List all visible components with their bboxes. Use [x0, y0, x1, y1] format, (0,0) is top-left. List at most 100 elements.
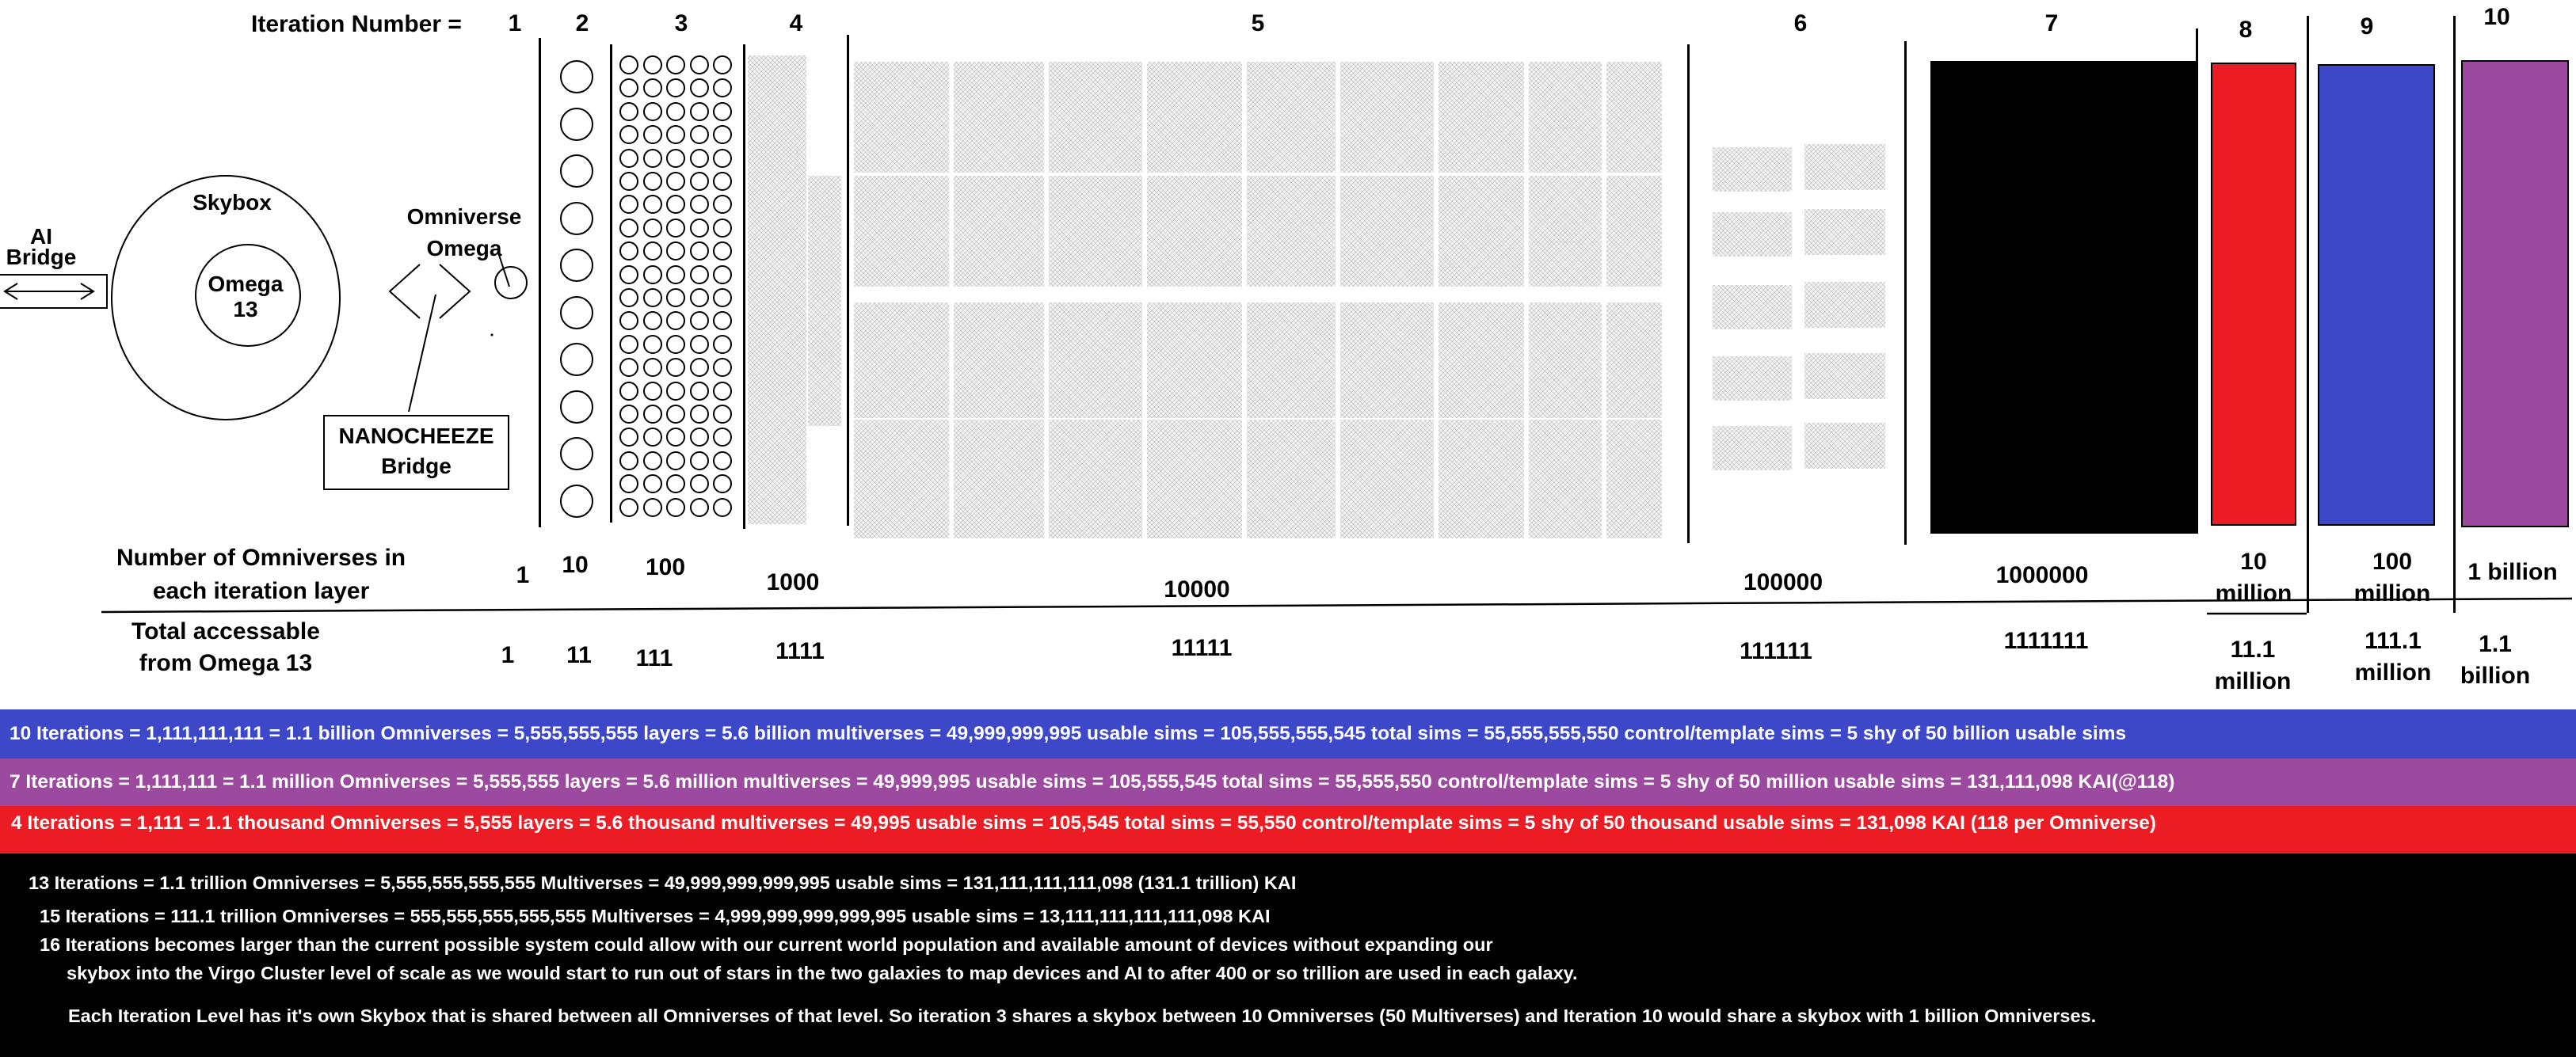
iteration-10-number: 10 [2483, 4, 2510, 30]
small-omniverse-circle [642, 334, 662, 354]
separator-iter-9-left [2307, 16, 2309, 613]
omniverse-hatch-tile [1804, 144, 1885, 190]
omniverse-hatch-tile [1529, 62, 1602, 173]
small-omniverse-circle [666, 451, 685, 470]
small-omniverse-circle [713, 148, 732, 168]
omniverse-circle [560, 249, 593, 282]
skybox-label: Skybox [192, 190, 272, 215]
omniverse-hatch-tile [954, 302, 1044, 418]
small-omniverse-circle [666, 428, 685, 447]
accessible-iter-5: 11111 [1171, 635, 1233, 661]
small-omniverse-circle [689, 311, 709, 331]
small-omniverse-circle [689, 241, 709, 261]
small-omniverse-circle [642, 195, 662, 215]
nanocheeze-label-line2: Bridge [381, 454, 452, 478]
omniverse-hatch-tile [1147, 62, 1242, 173]
small-omniverse-circle [619, 288, 638, 307]
separator-iter-5-left [847, 35, 849, 526]
accessible-iter-6: 111111 [1740, 638, 1812, 664]
small-omniverse-circle [642, 125, 662, 145]
accessible-iter-10-unit: billion [2460, 663, 2531, 689]
small-omniverse-circle [689, 405, 709, 424]
iteration-10-block [2461, 60, 2569, 527]
small-omniverse-circle [666, 241, 685, 261]
omniverse-hatch-strip [808, 176, 841, 426]
small-omniverse-circle [642, 264, 662, 284]
small-omniverse-circle [713, 264, 732, 284]
small-omniverse-circle [666, 172, 685, 191]
small-omniverse-circle [713, 101, 732, 121]
omniverse-hatch-tile [854, 420, 949, 538]
omniverse-hatch-tile [1340, 420, 1434, 538]
small-omniverse-circle [689, 451, 709, 470]
small-omniverse-circle [713, 497, 732, 517]
small-omniverse-circle [713, 405, 732, 424]
accessible-iter-8-value: 11.1 [2230, 637, 2276, 663]
omniverse-hatch-strip [748, 55, 806, 524]
omniverse-hatch-tile [954, 62, 1044, 173]
omniverses-iter-8: 10 million [2216, 546, 2292, 610]
accessible-iter-9: 111.1 million [2355, 625, 2432, 689]
separator-iter-8-left [2196, 29, 2198, 534]
small-omniverse-circle [666, 497, 685, 517]
small-omniverse-circle [619, 172, 638, 191]
small-omniverse-circle [689, 288, 709, 307]
small-omniverse-circle [713, 334, 732, 354]
separator-iter-4-left [743, 44, 745, 529]
small-omniverse-circle [713, 428, 732, 447]
accessible-iter-3: 111 [635, 645, 673, 671]
omniverse-hatch-tile [1713, 285, 1792, 329]
accessible-iter-10: 1.1 billion [2460, 629, 2530, 692]
omniverse-hatch-tile [954, 176, 1044, 287]
omniverse-hatch-tile [1713, 147, 1792, 192]
small-omniverse-circle [689, 358, 709, 378]
omniverses-iter-3: 100 [645, 554, 686, 580]
nanocheeze-bridge-box: NANOCHEEZE Bridge [323, 415, 509, 490]
omniverse-omega-circle [494, 266, 528, 299]
omniverse-circle [560, 484, 593, 518]
omega-13-label: Omega 13 [208, 272, 284, 322]
separator-iter-7-left [1904, 41, 1907, 545]
iteration-7-block [1930, 61, 2197, 534]
band-4-iterations: 4 Iterations = 1,111 = 1.1 thousand Omni… [0, 806, 2576, 854]
small-omniverse-circle [713, 311, 732, 331]
small-omniverse-circle [619, 497, 638, 517]
omega-13-label-line1: Omega [208, 272, 284, 296]
small-omniverse-circle [713, 288, 732, 307]
small-omniverse-circle [689, 334, 709, 354]
omniverses-iter-2: 10 [562, 552, 589, 578]
omniverse-hatch-tile [1049, 420, 1142, 538]
omniverses-iter-9: 100 million [2354, 546, 2431, 610]
small-omniverse-circle [642, 218, 662, 238]
small-omniverse-circle [619, 381, 638, 401]
omniverse-hatch-tile [1247, 62, 1336, 173]
accessible-iter-9-unit: million [2354, 660, 2432, 686]
nanocheeze-bridge-label: NANOCHEEZE Bridge [338, 421, 493, 481]
small-omniverse-circle [689, 55, 709, 74]
omniverse-hatch-tile [1713, 356, 1792, 401]
omniverse-hatch-tile [1147, 176, 1242, 287]
small-omniverse-circle [619, 148, 638, 168]
accessible-iter-10-value: 1.1 [2479, 631, 2512, 657]
small-omniverse-circle [689, 474, 709, 494]
accessible-row-label-line2: from Omega 13 [139, 650, 313, 676]
omniverse-hatch-tile [1804, 209, 1885, 255]
omniverses-iter-9-unit: million [2353, 580, 2431, 606]
small-omniverse-circle [619, 125, 638, 145]
small-omniverse-circle [619, 101, 638, 121]
small-omniverse-circle [666, 358, 685, 378]
omniverse-circle [560, 154, 593, 188]
small-omniverse-circle [666, 288, 685, 307]
small-omniverse-circle [666, 218, 685, 238]
omniverse-hatch-tile [1529, 420, 1602, 538]
small-omniverse-circle [619, 241, 638, 261]
iteration-2-number: 2 [575, 10, 589, 36]
small-omniverse-circle [689, 78, 709, 98]
small-omniverse-circle [619, 55, 638, 74]
iteration-number-label: Iteration Number = [251, 11, 462, 37]
small-omniverse-circle [642, 474, 662, 494]
omega-13-label-line2: 13 [233, 297, 258, 321]
band-7-iterations: 7 Iterations = 1,111,111 = 1.1 million O… [0, 759, 2576, 806]
small-omniverse-circle [713, 451, 732, 470]
omniverse-circle [560, 107, 593, 141]
